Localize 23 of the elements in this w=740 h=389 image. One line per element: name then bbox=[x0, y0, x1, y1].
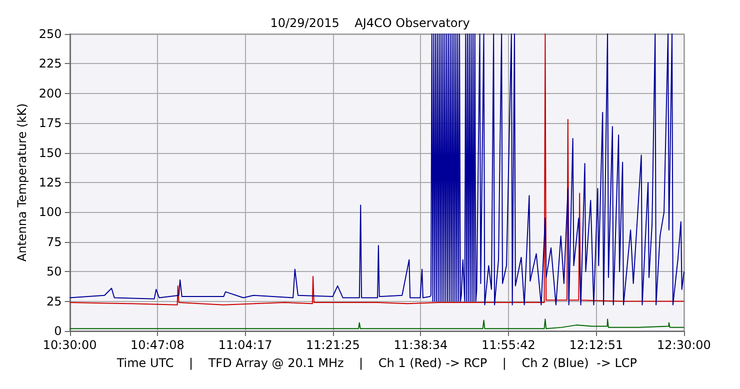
y-tick-label: 125 bbox=[38, 176, 62, 190]
y-tick-label: 150 bbox=[38, 146, 62, 160]
y-tick-label: 200 bbox=[38, 86, 62, 100]
x-tick-label: 10:47:08 bbox=[130, 338, 184, 352]
y-tick-label: 225 bbox=[38, 56, 62, 71]
y-tick-label: 50 bbox=[46, 264, 62, 279]
x-tick-label: 12:30:00 bbox=[657, 338, 711, 352]
line-series bbox=[69, 318, 684, 330]
x-axis-title: Time UTC | TFD Array @ 20.1 MHz | Ch 1 (Red) -> RCP | Ch 2 (Blue) -> LCP bbox=[116, 356, 637, 370]
y-tick-label: 0 bbox=[54, 324, 62, 338]
x-tick-label: 11:21:25 bbox=[306, 338, 360, 352]
y-tick-label: 25 bbox=[46, 294, 62, 308]
y-tick-label: 75 bbox=[46, 234, 62, 249]
y-tick-label: 250 bbox=[38, 27, 62, 41]
y-axis-title: Antenna Temperature (kK) bbox=[15, 103, 29, 262]
x-tick-label: 10:30:00 bbox=[42, 338, 97, 352]
y-tick-label: 100 bbox=[38, 205, 62, 220]
x-tick-label: 11:38:34 bbox=[394, 338, 448, 352]
x-tick-label: 12:12:51 bbox=[569, 338, 624, 352]
x-tick-label: 11:04:17 bbox=[218, 338, 272, 352]
y-tick-label: 175 bbox=[38, 116, 62, 130]
x-tick-label: 11:55:42 bbox=[481, 338, 536, 352]
chart-title: 10/29/2015 AJ4CO Observatory bbox=[270, 16, 470, 30]
